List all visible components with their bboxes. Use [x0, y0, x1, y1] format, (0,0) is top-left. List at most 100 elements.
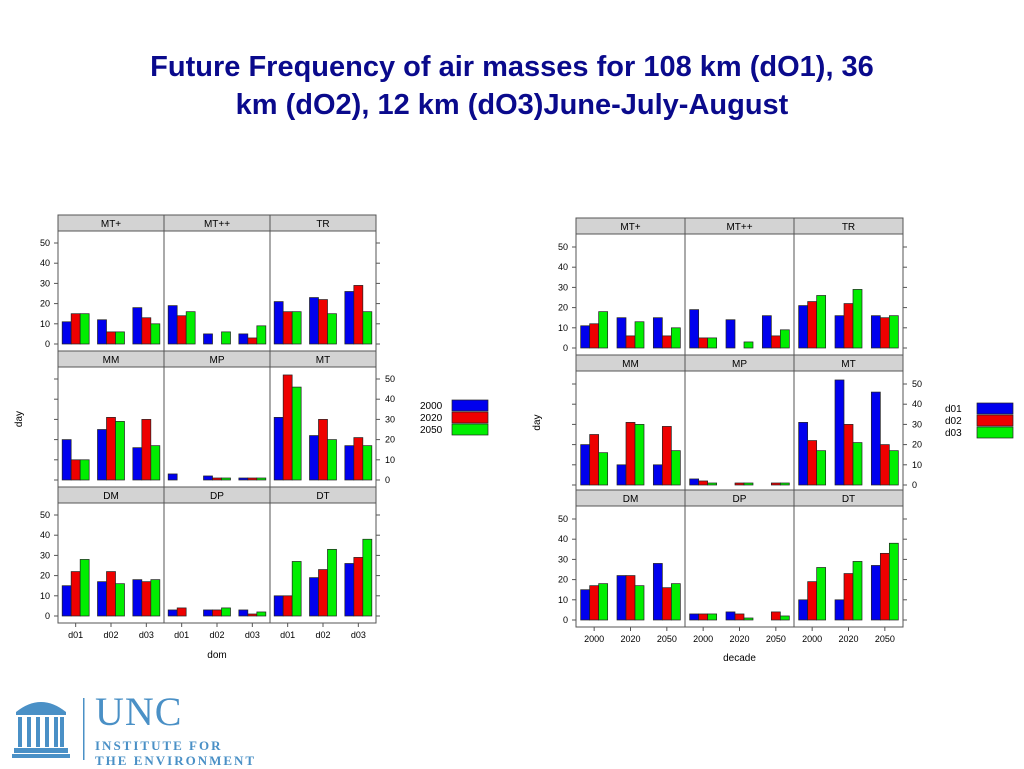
x-axis-label: decade — [723, 653, 756, 664]
bar-d03 — [743, 482, 754, 486]
bar-d02 — [770, 335, 781, 349]
bar-2050 — [362, 445, 373, 481]
bar-2050 — [115, 331, 125, 345]
bar-2000 — [238, 609, 249, 617]
bar-2050 — [221, 331, 231, 345]
panel-strip-label: DP — [733, 494, 747, 505]
bar-d01 — [834, 379, 845, 486]
bar-d01 — [761, 315, 772, 349]
bar-d01 — [616, 317, 627, 349]
bar-d02 — [843, 424, 854, 486]
y-tick-label: 10 — [558, 323, 568, 333]
bar-d02 — [843, 573, 854, 621]
y-tick-label: 20 — [558, 303, 568, 313]
bar-d01 — [834, 599, 845, 621]
x-tick-label: 2050 — [766, 634, 786, 644]
bar-d03 — [634, 585, 645, 621]
old-well-icon — [12, 702, 70, 758]
panel-strip-label: MT++ — [204, 219, 230, 230]
logo-subtitle-line-2: THE ENVIRONMENT — [95, 753, 257, 768]
legend-label: d01 — [945, 404, 962, 415]
legend-swatch — [451, 423, 489, 436]
bar-d03 — [670, 583, 681, 621]
bar-2000 — [203, 333, 213, 345]
legend-label: d02 — [945, 416, 962, 427]
bar-2050 — [185, 311, 196, 345]
y-tick-label: 0 — [563, 615, 568, 625]
bar-d02 — [879, 552, 890, 621]
bar-d03 — [779, 615, 790, 621]
bar-d01 — [834, 315, 845, 349]
bar-2050 — [291, 561, 302, 617]
legend-swatch — [976, 414, 1014, 427]
bar-d01 — [616, 575, 627, 621]
panel-strip-label: MM — [622, 359, 639, 370]
bar-d01 — [689, 478, 700, 486]
y-tick-label: 20 — [912, 440, 922, 450]
y-tick-label: 0 — [385, 475, 390, 485]
bar-2050 — [362, 311, 373, 345]
bar-2020 — [176, 607, 187, 617]
bar-d02 — [698, 480, 709, 486]
bar-d02 — [807, 440, 818, 486]
bar-d01 — [798, 599, 809, 621]
y-tick-label: 30 — [912, 419, 922, 429]
bar-d03 — [598, 311, 609, 349]
bar-d01 — [870, 315, 881, 349]
bar-d01 — [798, 305, 809, 349]
bar-d01 — [689, 309, 700, 349]
x-tick-label: 2050 — [657, 634, 677, 644]
y-tick-label: 50 — [912, 379, 922, 389]
bar-d01 — [870, 565, 881, 621]
legend-label: 2050 — [420, 425, 443, 436]
bar-d03 — [634, 424, 645, 486]
bar-2050 — [327, 439, 337, 481]
y-tick-label: 50 — [40, 510, 50, 520]
x-tick-label: d01 — [174, 630, 189, 640]
x-tick-label: d02 — [209, 630, 224, 640]
bar-d01 — [580, 325, 591, 349]
bar-2050 — [291, 386, 302, 481]
y-tick-label: 20 — [40, 299, 50, 309]
y-tick-label: 10 — [558, 595, 568, 605]
bar-d03 — [852, 289, 863, 349]
x-tick-label: 2020 — [838, 634, 858, 644]
x-tick-label: 2000 — [693, 634, 713, 644]
y-axis-label: day — [532, 414, 543, 430]
bar-d02 — [879, 444, 890, 486]
bar-d03 — [888, 315, 899, 349]
slide-title: Future Frequency of air masses for 108 k… — [40, 48, 984, 124]
bar-2050 — [115, 583, 125, 617]
panel-strip-label: MP — [732, 359, 747, 370]
y-axis-label: day — [14, 411, 25, 427]
bar-d02 — [770, 482, 781, 486]
y-tick-label: 50 — [558, 242, 568, 252]
bar-2050 — [327, 548, 337, 617]
bar-2050 — [362, 538, 373, 617]
bar-2050 — [79, 313, 90, 345]
x-tick-label: 2020 — [729, 634, 749, 644]
y-tick-label: 10 — [40, 319, 50, 329]
y-tick-label: 30 — [558, 282, 568, 292]
y-tick-label: 40 — [40, 258, 50, 268]
panel-strip-label: MP — [210, 355, 225, 366]
y-tick-label: 30 — [40, 278, 50, 288]
bar-d01 — [725, 611, 736, 621]
bar-d01 — [689, 613, 700, 621]
bar-d01 — [616, 464, 627, 486]
bar-d03 — [852, 561, 863, 621]
bar-d03 — [598, 452, 609, 486]
bar-d01 — [725, 319, 736, 349]
bar-d03 — [743, 617, 754, 621]
panel-strip-label: MT+ — [620, 222, 640, 233]
bar-d02 — [661, 587, 672, 621]
y-tick-label: 40 — [558, 262, 568, 272]
bar-d02 — [879, 317, 890, 349]
x-tick-label: d02 — [103, 630, 118, 640]
bar-d03 — [707, 482, 718, 486]
bar-d01 — [580, 589, 591, 621]
y-tick-label: 10 — [385, 455, 395, 465]
y-tick-label: 40 — [912, 399, 922, 409]
panel-strip-label: DP — [210, 491, 224, 502]
bar-2050 — [256, 477, 267, 481]
